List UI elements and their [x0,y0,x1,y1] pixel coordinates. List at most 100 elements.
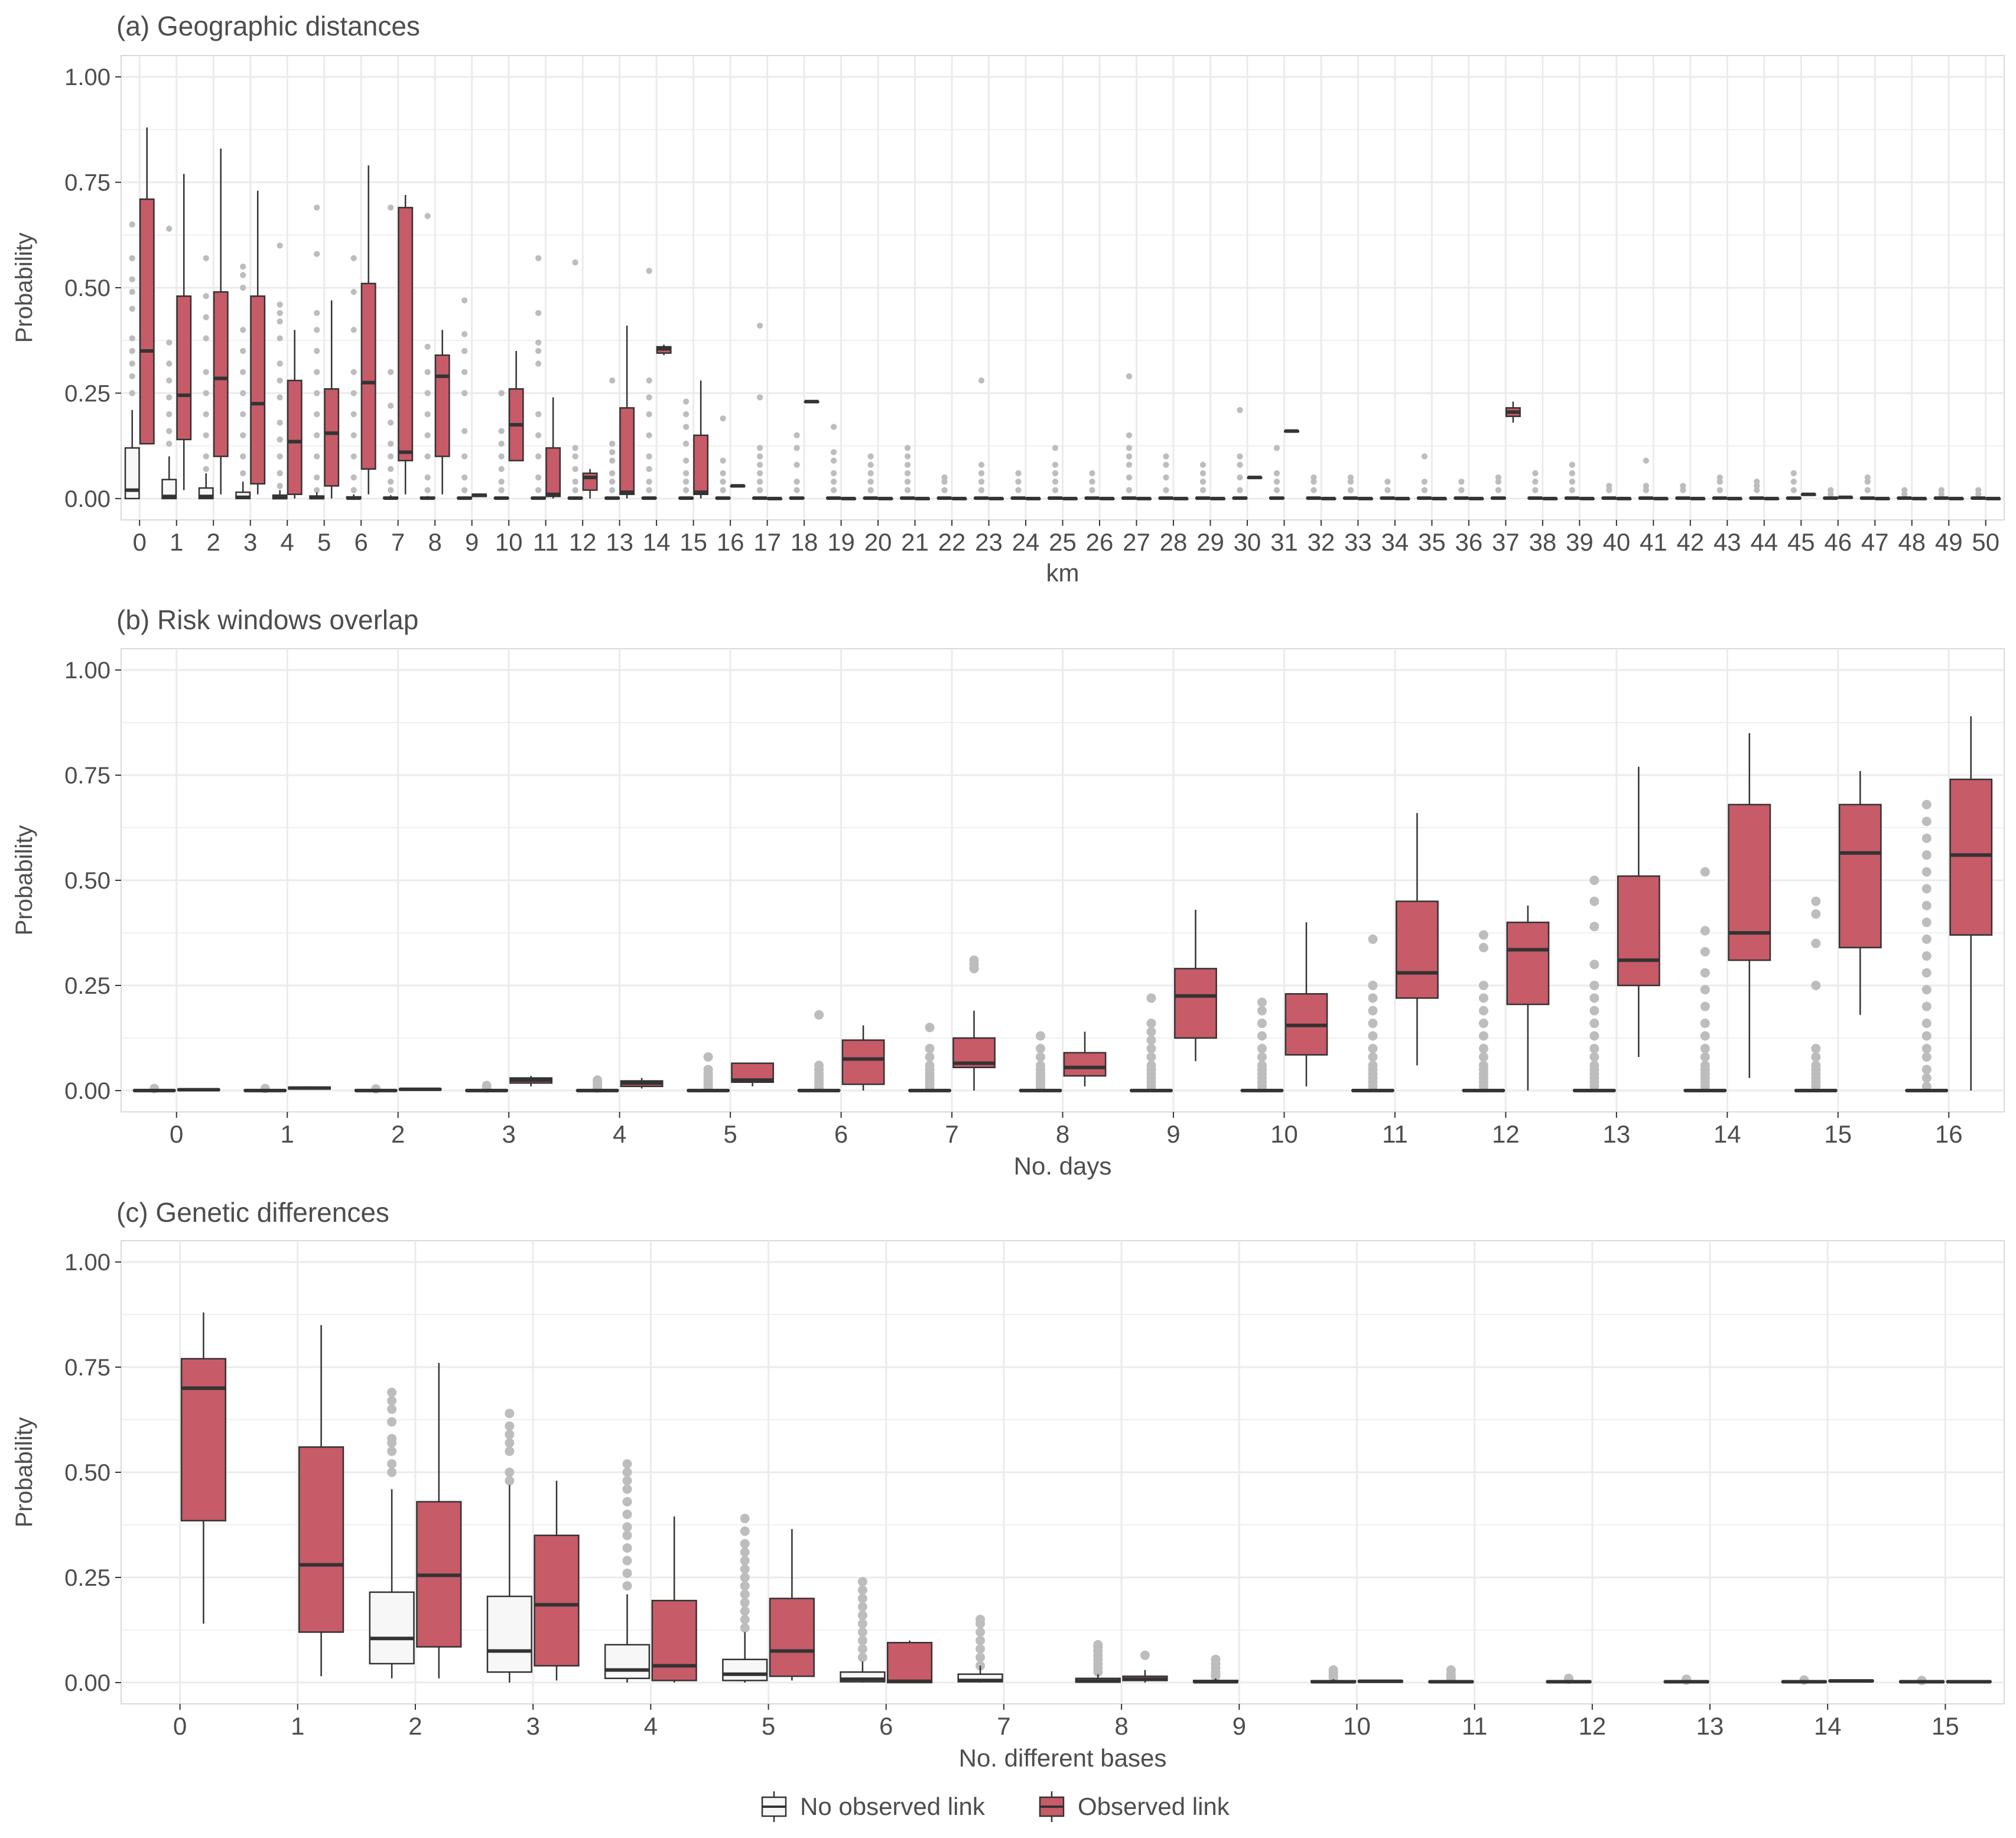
outlier-point [1700,1043,1710,1053]
outlier-point [682,411,690,418]
outlier-point [1237,487,1243,493]
outlier-point [830,457,837,464]
outlier-point [622,1556,632,1566]
outlier-point [535,347,542,354]
outlier-point [1126,453,1133,460]
outlier-point [740,1556,750,1566]
x-tick-label: 40 [1602,528,1630,556]
outlier-point [976,1615,986,1625]
x-tick-label: 11 [1382,1120,1408,1148]
x-tick-label: 11 [533,528,559,556]
outlier-point [350,487,357,493]
x-tick-label: 1 [291,1712,304,1740]
outlier-point [1328,1665,1338,1675]
outlier-point [1257,1019,1267,1029]
outlier-point [1257,997,1267,1007]
x-tick-label: 5 [723,1120,737,1148]
box-iqr [1506,921,1550,1006]
outlier-point [756,470,763,477]
outlier-point [1458,487,1465,493]
outlier-point [622,1497,632,1507]
outlier-point [535,453,542,460]
outlier-point [1921,1081,1932,1091]
outlier-point [424,390,431,396]
outlier-point [240,411,246,418]
x-tick-label: 20 [864,528,892,556]
outlier-point [461,453,468,460]
outlier-point [794,487,800,493]
outlier-point [857,1644,867,1654]
outlier-point [682,479,690,485]
x-tick-label: 12 [569,528,597,556]
outlier-point [387,1459,397,1469]
x-tick-label: 3 [243,528,257,556]
legend-key-no-observed [761,1791,787,1822]
outlier-point [240,272,246,278]
outlier-point [756,487,763,493]
outlier-point [1478,1052,1488,1062]
outlier-point [572,453,578,460]
panel-2: 0.000.250.500.751.000 1 2 3 4 5 6 7 8 9 10 11 12 13 14… [11,1197,2005,1772]
box-iqr [1949,778,1993,936]
outlier-point [794,445,800,451]
x-tick-label: 26 [1086,528,1114,556]
outlier-point [830,470,837,477]
box-iqr [1617,875,1660,987]
outlier-point [1478,1043,1488,1053]
x-tick-label: 4 [644,1712,658,1740]
x-tick-label: 13 [1696,1712,1724,1740]
outlier-point [1446,1665,1456,1675]
series-no-observed-link [132,799,1949,1094]
outlier-point [1126,445,1133,451]
outlier-point [129,373,135,380]
outlier-point [857,1585,867,1595]
outlier-point [1700,1031,1710,1041]
x-tick-label: 3 [526,1712,539,1740]
outlier-point [1237,474,1243,481]
outlier-point [498,479,505,485]
outlier-point [1811,938,1821,948]
outlier-point [1478,1019,1488,1029]
outlier-point [129,347,135,354]
outlier-point [609,449,616,456]
outlier-point [1921,951,1932,961]
outlier-point [1036,1052,1046,1062]
outlier-point [1421,479,1428,485]
outlier-point [1700,985,1710,995]
outlier-point [1589,876,1599,885]
x-tick-label: 5 [317,528,331,556]
outlier-point [609,440,616,447]
outlier-point [1368,993,1378,1003]
outlier-point [1146,993,1156,1003]
outlier-point [1052,461,1059,468]
outlier-point [1589,1019,1599,1029]
outlier-point [424,453,431,460]
outlier-point [1921,833,1932,843]
outlier-point [1257,1043,1267,1053]
x-tick-label: 6 [355,528,368,556]
outlier-point [646,377,652,384]
outlier-point [1146,1043,1156,1053]
outlier-point [240,284,246,291]
outlier-point [129,255,135,262]
outlier-point [1478,993,1488,1003]
outlier-point [1569,479,1576,485]
outlier-point [756,445,763,451]
outlier-point [1368,1052,1378,1062]
outlier-point [1700,1052,1710,1062]
x-tick-label: 30 [1234,528,1261,556]
outlier-point [314,310,320,316]
outlier-point [482,1081,492,1091]
outlier-point [1146,1052,1156,1062]
outlier-point [1495,487,1502,493]
outlier-point [166,360,173,367]
outlier-point [240,263,246,270]
outlier-point [740,1514,750,1524]
outlier-point [1589,896,1599,906]
y-tick-label: 0.25 [64,1565,110,1591]
outlier-point [1921,1043,1932,1053]
outlier-point [646,466,652,473]
outlier-point [904,470,911,477]
outlier-point [1199,479,1207,485]
